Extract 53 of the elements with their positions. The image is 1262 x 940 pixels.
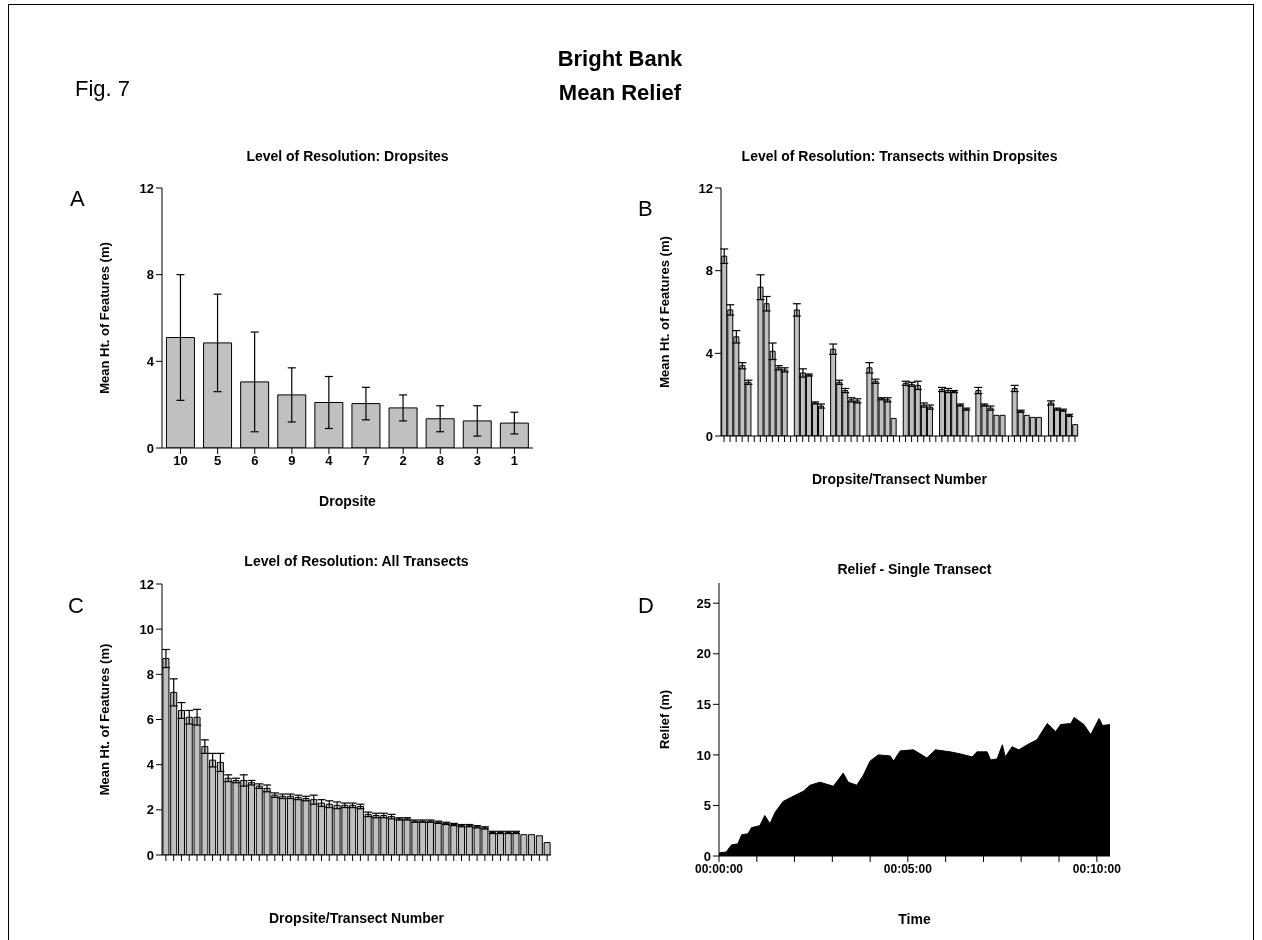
text: Bright Bank [556, 45, 684, 73]
x-tick-label: 7 [362, 453, 370, 469]
y-axis-title: Mean Ht. of Features (m) [656, 236, 672, 388]
chart-title: Level of Resolution: Dropsites [245, 148, 450, 164]
caption: Fig. 7 [75, 76, 131, 102]
y-tick-label: 12 [139, 180, 154, 196]
x-tick-label: 8 [436, 453, 444, 469]
x-tick-label: 10 [173, 453, 188, 469]
y-tick-label: 20 [696, 646, 711, 662]
y-tick-label: 2 [146, 802, 154, 818]
x-axis-title: Dropsite/Transect Number [268, 910, 445, 926]
text: A [70, 186, 85, 212]
x-axis-title: Dropsite/Transect Number [811, 471, 988, 487]
x-tick-label: 00:05:00 [883, 861, 933, 876]
y-tick-label: 0 [146, 440, 154, 456]
y-tick-label: 10 [696, 747, 711, 763]
y-tick-label: 0 [146, 847, 154, 863]
y-axis-title: Relief (m) [656, 689, 672, 750]
y-tick-label: 8 [146, 666, 154, 682]
y-axis-title: Mean Ht. of Features (m) [96, 643, 112, 796]
y-tick-label: 12 [698, 180, 713, 196]
y-tick-label: 12 [139, 576, 154, 592]
y-tick-label: 4 [146, 757, 155, 773]
x-tick-label: 5 [214, 453, 222, 469]
x-tick-label: 9 [288, 453, 296, 469]
x-axis-title: Time [898, 911, 931, 927]
x-tick-label: 1 [510, 453, 519, 469]
y-tick-label: 6 [146, 712, 154, 728]
y-tick-label: 0 [705, 428, 713, 444]
chart-title: Relief - Single Transect [836, 561, 993, 577]
x-tick-label: 2 [399, 453, 407, 469]
x-axis-title: Dropsite [319, 493, 377, 509]
y-tick-label: 25 [696, 595, 711, 611]
y-tick-label: 0 [703, 848, 711, 864]
y-tick-label: 15 [696, 696, 711, 712]
chart-title: Level of Resolution: Transects within Dropsites [740, 148, 1059, 164]
text: B [638, 196, 653, 222]
y-tick-label: 10 [139, 621, 154, 637]
y-tick-label: 8 [705, 263, 713, 279]
y-axis-title: Mean Ht. of Features (m) [96, 242, 112, 394]
y-tick-label: 4 [705, 345, 714, 361]
y-tick-label: 5 [703, 798, 711, 814]
x-tick-label: 3 [473, 453, 481, 469]
x-tick-label: 4 [325, 453, 334, 469]
y-tick-label: 4 [146, 353, 155, 369]
text: Mean Relief [557, 79, 683, 107]
chart-title: Level of Resolution: All Transects [243, 553, 470, 569]
y-tick-label: 8 [146, 267, 154, 283]
text: C [68, 593, 84, 619]
x-tick-label: 6 [251, 453, 259, 469]
text: D [638, 593, 654, 619]
x-tick-label: 00:10:00 [1072, 861, 1122, 876]
x-tick-label: 00:00:00 [694, 861, 744, 876]
